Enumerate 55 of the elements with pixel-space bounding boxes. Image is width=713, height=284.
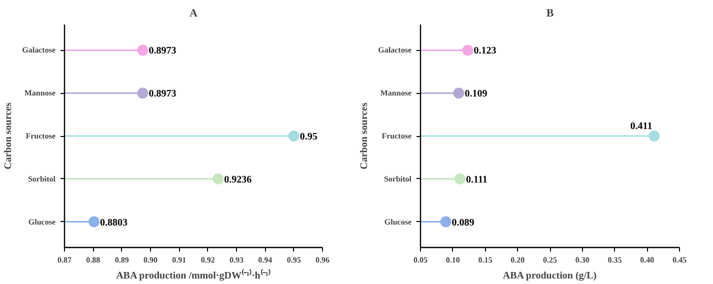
y-tick-label: Fructose [382,132,412,140]
point [137,44,148,56]
x-axis-title: ABA production /mmol·gDW⁽⁻¹⁾·h⁽⁻¹⁾ [116,268,270,282]
point [454,173,466,184]
x-tick-label: 0.25 [543,256,557,264]
x-tick-label: 0.30 [575,256,590,264]
data-label: 0.089 [452,217,474,228]
point [648,130,660,142]
x-tick-label: 0.10 [446,256,460,264]
chart-title: A [190,8,198,20]
data-label: 0.123 [474,46,496,57]
x-tick-label: 0.88 [86,256,100,264]
point [212,173,224,184]
x-tick-label: 0.35 [608,256,622,264]
data-label: 0.411 [630,121,652,132]
y-tick-label: Glucose [28,217,56,226]
y-tick-label: Galactose [22,46,56,55]
y-tick-label: Glucose [384,217,412,226]
y-tick-label: Mannose [380,88,412,98]
point [137,88,148,99]
x-tick-label: 0.95 [286,256,301,264]
data-label: 0.8803 [100,217,128,228]
point [453,88,464,99]
point [462,44,474,56]
x-tick-label: 0.45 [672,256,686,264]
y-axis-title: Carbon sources [3,102,14,170]
x-axis-title: ABA production (g/L) [502,270,597,282]
point [88,216,100,228]
y-tick-label: Galactose [378,46,412,55]
data-label: 0.109 [464,88,488,100]
x-tick-label: 0.91 [172,256,186,264]
x-tick-label: 0.87 [58,256,72,264]
x-tick-label: 0.20 [510,256,525,264]
data-label: 0.8973 [148,88,176,100]
x-tick-label: 0.89 [114,256,129,264]
x-tick-label: 0.94 [258,256,272,264]
y-tick-label: Fructose [26,132,56,140]
point [288,130,300,142]
data-label: 0.111 [466,174,488,186]
point [440,216,452,228]
x-tick-label: 0.05 [414,256,428,264]
x-tick-label: 0.96 [316,256,330,264]
data-label: 0.95 [300,132,318,142]
x-tick-label: 0.15 [478,256,492,264]
y-axis-title: Carbon sources [359,102,370,170]
data-label: 0.9236 [224,174,252,186]
y-tick-label: Sorbitol [384,174,412,184]
x-tick-label: 0.90 [144,256,158,264]
x-tick-label: 0.40 [640,256,654,264]
data-label: 0.8973 [148,46,176,57]
x-tick-label: 0.92 [200,256,215,264]
y-tick-label: Sorbitol [28,174,56,184]
chart-title: B [546,8,554,20]
x-tick-label: 0.93 [230,256,244,264]
y-tick-label: Mannose [24,88,56,98]
